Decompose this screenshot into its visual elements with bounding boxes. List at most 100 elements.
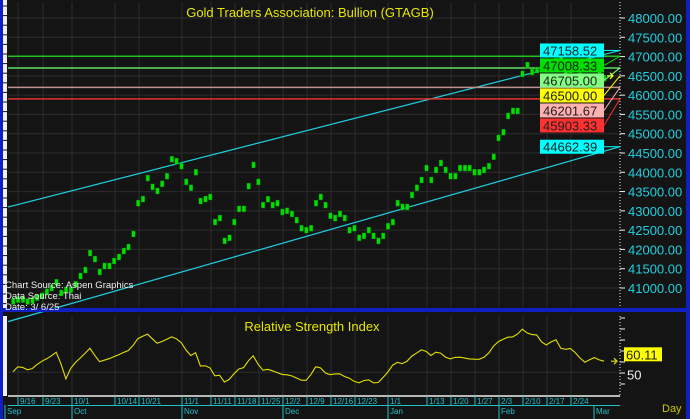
price-point [314,199,318,207]
price-tick-label: 41000.00 [628,281,682,296]
date-tick-label: 2/3 [501,397,513,406]
price-point [328,212,333,220]
date-tick-label: 9/16 [20,397,36,406]
price-tick-label: 41500.00 [628,262,682,277]
price-point [405,203,410,211]
price-tick-label: 45500.00 [628,107,682,122]
chart-source: Chart Source: Aspen Graphics [5,280,134,291]
price-point [92,255,97,263]
date-tick-label: 2/24 [573,397,589,406]
price-point [107,262,112,270]
price-left-axis [3,0,7,312]
price-point [246,182,251,190]
upper-channel-line [7,49,621,208]
price-point [35,294,40,301]
price-point [482,166,487,174]
price-point [174,157,179,165]
price-point [410,191,415,199]
panel-separator [3,308,687,312]
price-point [102,262,107,270]
price-point [160,180,165,188]
price-point [289,210,294,218]
price-tick-label: 42500.00 [628,223,682,238]
price-point [261,201,266,209]
date-tick-label: 1/20 [453,397,469,406]
chart-date: Date: 3/ 6/25 [5,302,59,313]
chart-title: Gold Traders Association: Bullion (GTAGB… [186,5,434,20]
price-point [20,296,25,303]
price-point [232,218,237,226]
level-label-bg [540,118,604,133]
price-point [145,174,150,182]
level-label-bg [540,139,604,154]
price-tick-label: 47000.00 [628,50,682,65]
price-point [136,199,141,207]
price-point [472,169,477,176]
price-point [424,164,429,172]
price-point [275,199,280,207]
rsi-tick-label: 50 [627,367,641,382]
price-point [189,184,193,191]
price-point [155,187,160,195]
price-tick-label: 43000.00 [628,204,682,219]
price-point [462,164,467,172]
price-point [150,183,155,191]
price-point [395,199,400,207]
price-point [165,172,169,180]
level-label: 44662.39 [543,140,597,155]
date-tick-label: 10/14 [117,397,138,406]
grid [8,2,620,396]
price-tick-label: 44500.00 [628,146,682,161]
month-label: Feb [501,407,515,416]
price-point [11,298,16,305]
price-tick-label: 46000.00 [628,88,682,103]
price-point [68,286,73,294]
price-point [193,169,198,176]
price-point [496,134,501,142]
price-point [381,232,386,240]
price-point [347,226,352,234]
level-label-bg [540,43,604,58]
level-label-bg [540,88,604,103]
date-tick-label: 11/18 [237,397,257,406]
price-point [112,257,117,265]
rsi-panel [12,328,618,384]
price-point [251,161,256,169]
price-point [448,172,453,180]
price-point [54,279,59,286]
date-tick-label: 12/9 [309,397,325,406]
price-point [434,166,439,174]
price-point [213,218,218,226]
right-border [686,0,690,419]
data-source: Data Source: Thai [5,291,81,302]
date-tick-label: 1/1 [390,397,402,406]
price-point [419,176,424,184]
price-point [386,223,390,230]
rsi-line [12,328,605,384]
month-label: Dec [285,407,299,416]
price-point [376,237,381,245]
price-point [179,162,184,170]
price-tick-label: 44000.00 [628,165,682,180]
price-point [237,205,242,213]
level-label: 46201.67 [543,103,597,118]
price-point [78,272,83,280]
date-tick-label: 12/16 [333,397,354,406]
price-point [357,234,362,242]
date-tick-label: 11/11 [213,397,232,406]
month-label: Jan [390,407,403,416]
date-tick-label: 2/10 [525,397,541,406]
price-point [515,107,520,115]
level-label: 46500.00 [543,88,597,103]
rsi-left-axis [3,316,7,396]
level-label: 47008.33 [543,58,597,73]
price-point [535,66,539,74]
price-point [285,207,290,215]
month-label: Sep [7,407,22,416]
price-tick-label: 46500.00 [628,69,682,84]
price-point [97,268,102,276]
price-point [198,197,203,205]
price-point [280,208,285,216]
